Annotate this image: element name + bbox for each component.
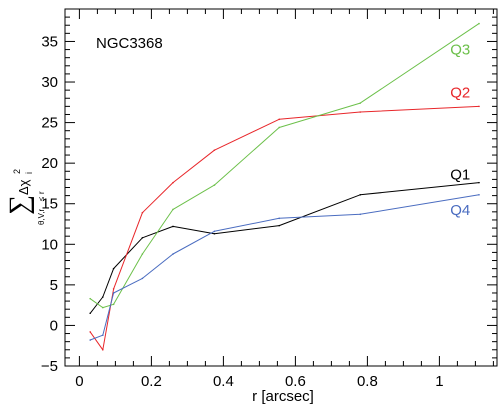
y-axis-term: Δχ: [16, 179, 31, 195]
x-tick-label: 0.4: [213, 373, 234, 390]
y-tick-label: 30: [41, 74, 58, 91]
x-axis-title: r [arcsec]: [252, 388, 314, 405]
data-point-q3: [359, 102, 362, 104]
galaxy-annotation: NGC3368: [96, 35, 163, 52]
data-point-q2: [89, 331, 91, 333]
data-point-q4: [141, 277, 144, 280]
data-point-q1: [89, 312, 91, 315]
y-axis-term-sup: 2: [12, 169, 22, 174]
data-point-q4: [89, 339, 91, 341]
data-point-q1: [172, 225, 174, 228]
x-tick-label: 0: [75, 373, 83, 390]
data-point-q2: [102, 348, 104, 351]
series-lines: [89, 22, 480, 351]
series-line-q3: [89, 23, 480, 309]
y-tick-label: 15: [41, 196, 58, 213]
series-label-q3: Q3: [450, 41, 470, 58]
data-point-q3: [112, 303, 115, 306]
data-point-q4: [213, 230, 216, 233]
y-axis-sub-line: θ,V,r: [37, 209, 46, 225]
series-line-q2: [89, 105, 480, 351]
y-tick-label: 25: [41, 115, 58, 132]
x-tick-labels: 0 0.2 0.4 0.6 0.8 1: [75, 373, 443, 390]
data-point-q2: [359, 111, 362, 113]
data-point-q3: [478, 22, 480, 25]
data-point-q1: [478, 181, 480, 184]
x-tick-label: 0.8: [357, 373, 378, 390]
data-point-q4: [478, 194, 480, 196]
data-point-q1: [141, 237, 144, 239]
data-point-q2: [213, 149, 216, 151]
y-tick-labels: −5 0 5 10 15 20 25 30 35: [41, 33, 58, 375]
data-point-q4: [359, 213, 362, 216]
plot-frame: [64, 8, 498, 367]
y-tick-label: 35: [41, 33, 58, 50]
x-tick-label: 0.2: [141, 373, 162, 390]
data-point-q4: [172, 253, 174, 255]
data-point-q1: [278, 224, 281, 227]
series-labels: Q3 Q2 Q1 Q4: [450, 41, 470, 219]
y-tick-label: 0: [50, 317, 58, 334]
data-point-q2: [172, 181, 174, 184]
y-tick-label: 10: [41, 236, 58, 253]
y-axis-sub-rel: ≤: [37, 196, 46, 201]
data-point-q3: [89, 297, 91, 300]
data-point-q3: [141, 253, 144, 255]
x-tick-label: 0.6: [285, 373, 306, 390]
x-tick-label: 1: [435, 373, 443, 390]
data-point-q3: [172, 208, 174, 211]
y-axis-term-sub: i: [24, 172, 34, 174]
y-tick-label: −5: [41, 358, 58, 375]
y-axis-sub-end: r: [37, 191, 46, 194]
data-point-q2: [278, 118, 281, 121]
data-point-q4: [278, 217, 281, 220]
data-point-q1: [359, 194, 362, 196]
data-point-q4: [112, 292, 115, 294]
data-point-q3: [278, 126, 281, 129]
data-point-q2: [141, 211, 144, 214]
series-line-q4: [90, 194, 480, 341]
series-label-q1: Q1: [450, 166, 470, 183]
data-point-q3: [102, 306, 104, 309]
data-point-q1: [213, 232, 216, 235]
y-tick-label: 5: [50, 277, 58, 294]
y-axis-title: ∑ Δχ 2 i θ,V,r ≤ r: [4, 169, 46, 225]
y-axis-sum-symbol: ∑: [4, 195, 35, 215]
series-label-q4: Q4: [450, 202, 470, 219]
series-label-q2: Q2: [450, 84, 470, 101]
data-point-q4: [102, 334, 104, 336]
series-line-q1: [89, 182, 480, 314]
data-point-q3: [213, 184, 216, 186]
data-point-q1: [102, 296, 104, 298]
data-point-q1: [112, 267, 115, 270]
y-tick-label: 20: [41, 155, 58, 172]
data-point-q2: [112, 288, 115, 290]
data-point-q2: [478, 105, 480, 108]
